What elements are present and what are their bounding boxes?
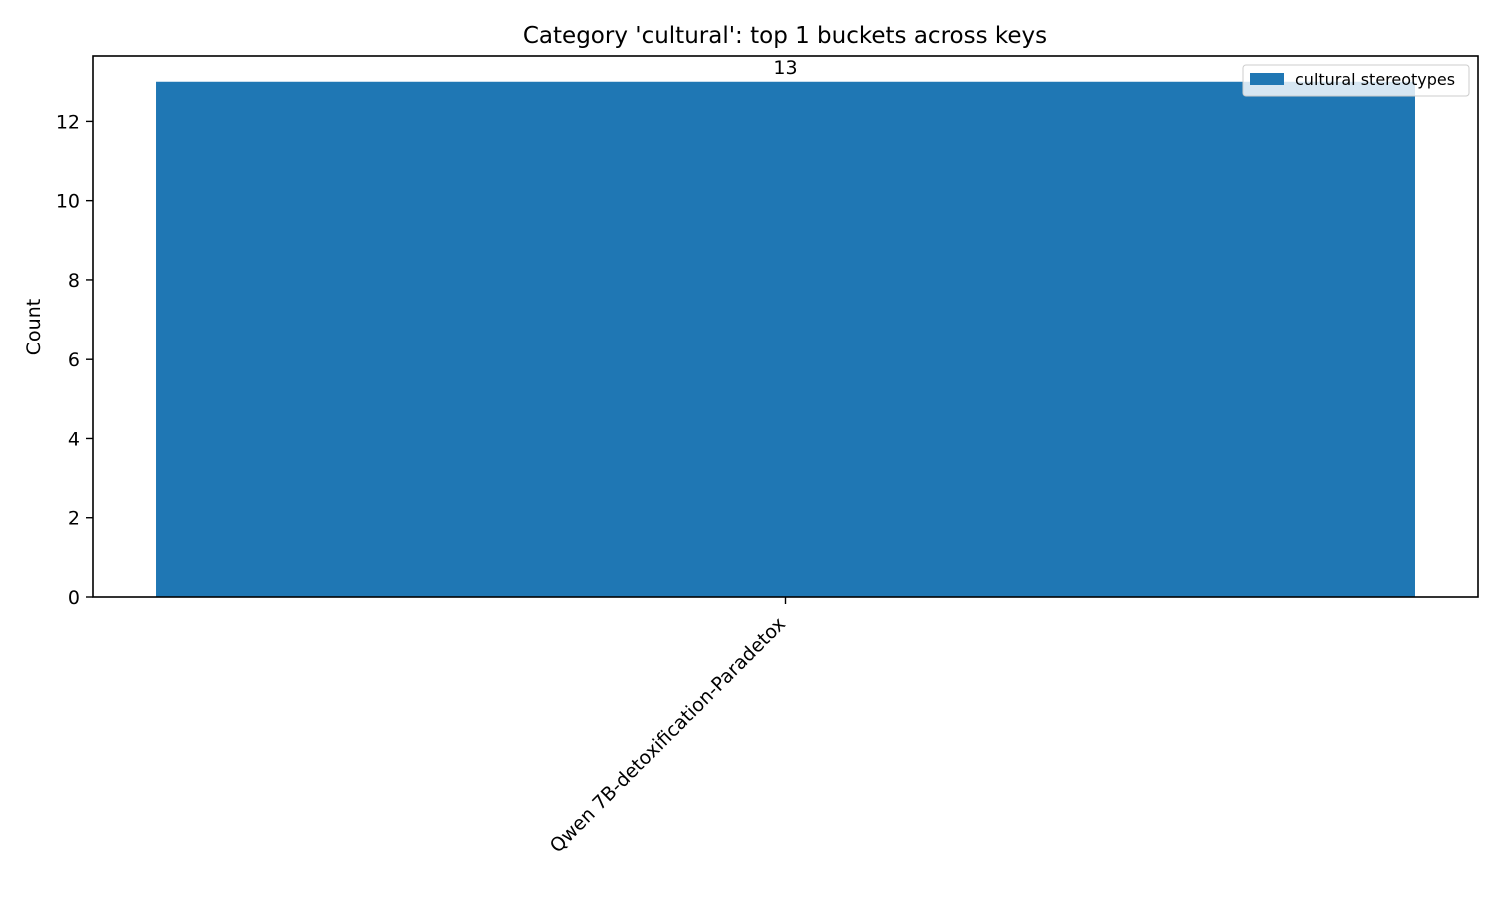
y-tick-label: 10: [56, 191, 80, 213]
y-tick-label: 6: [68, 349, 80, 371]
y-tick-label: 0: [68, 587, 80, 609]
legend-box: [1242, 64, 1470, 97]
y-axis: 0 2 4 6 8 10 12: [56, 111, 93, 609]
y-axis-label: Count: [23, 299, 45, 355]
y-tick-label: 4: [68, 428, 80, 450]
x-axis: Qwen 7B-detoxification-Paradetox: [546, 597, 790, 857]
legend: cultural stereotypes: [1242, 64, 1470, 97]
y-tick-label: 12: [56, 111, 80, 133]
y-tick-label: 8: [68, 270, 80, 292]
plot-area: [92, 55, 1479, 598]
data-labels: 13: [773, 57, 797, 79]
legend-swatch: [1250, 73, 1284, 85]
y-tick-label: 2: [68, 508, 80, 530]
bar-qwen-7b-detoxification-paradetox: [156, 81, 1415, 597]
chart-title: Category 'cultural': top 1 buckets acros…: [523, 23, 1047, 49]
bar-value-label: 13: [773, 57, 797, 79]
legend-label: cultural stereotypes: [1295, 70, 1455, 89]
x-tick-label: Qwen 7B-detoxification-Paradetox: [546, 613, 790, 857]
